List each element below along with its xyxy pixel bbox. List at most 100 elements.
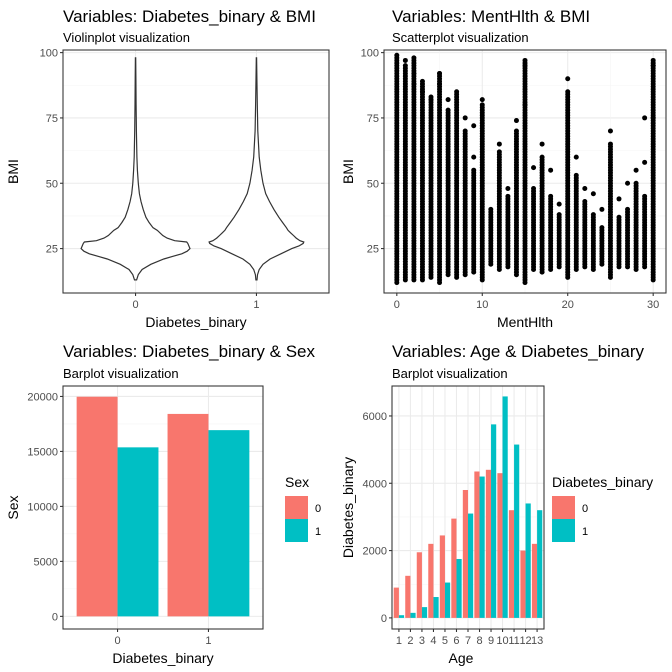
scatter-point: [479, 97, 485, 103]
violin-shape-1: [208, 57, 305, 281]
age-bar-bar-0: [520, 550, 526, 618]
violin-y-tick-label: 50: [46, 178, 58, 190]
scatter-point: [633, 167, 639, 173]
sex-bar-x-axis-title: Diabetes_binary: [112, 650, 213, 666]
age-bar-bar-1: [410, 612, 416, 618]
scatter-point: [616, 214, 622, 220]
scatter-point: [565, 76, 571, 82]
sex-bar-panel-border: [62, 385, 264, 630]
sex-legend: Sex 0 1: [285, 474, 321, 542]
violin-x-tick-label: 0: [132, 299, 138, 311]
sex-bar-axes: 0 5000 10000 15000 20000 0 1: [27, 391, 211, 647]
scatter-point: [642, 193, 648, 199]
sex-bar-legend-key-0: [285, 496, 308, 519]
age-bar-bar-0: [485, 469, 492, 618]
sex-bar-y-tick-label: 20000: [27, 391, 58, 403]
scatter-y-tick-label: 75: [367, 113, 379, 125]
scatter-point: [479, 102, 485, 108]
scatter-point: [488, 206, 494, 212]
age-bar-x-tick-label: 13: [531, 635, 543, 647]
scatter-point: [625, 180, 631, 186]
scatter-point: [419, 89, 425, 95]
age-bar-y-tick-label: 2000: [363, 546, 387, 558]
scatter-x-tick-label: 10: [476, 299, 488, 311]
age-bar-legend-key-0: [552, 496, 575, 519]
sex-bar-legend-label: 0: [315, 503, 321, 515]
scatter-point: [445, 107, 451, 113]
violin-chart-subtitle: Violinplot visualization: [63, 30, 190, 45]
scatter-point: [633, 180, 639, 186]
scatter-point: [471, 167, 477, 173]
scatter-chart: Variables: MentHlth & BMI Scatterplot vi…: [340, 7, 667, 330]
scatter-point: [573, 154, 579, 160]
scatter-point: [496, 149, 502, 155]
scatter-point: [462, 115, 468, 121]
scatter-point: [556, 201, 562, 207]
age-bar-bar-1: [456, 558, 462, 618]
scatter-point: [625, 206, 631, 212]
scatter-y-tick-label: 50: [367, 178, 379, 190]
sex-bar-chart-subtitle: Barplot visualization: [63, 366, 179, 381]
age-bar-chart-subtitle: Barplot visualization: [392, 366, 508, 381]
scatter-point: [437, 81, 443, 87]
sex-bar-chart: Variables: Diabetes_binary & Sex Barplot…: [5, 342, 321, 666]
age-bar-x-tick-label: 3: [419, 635, 425, 647]
scatter-point: [650, 63, 656, 69]
scatter-point: [650, 57, 656, 63]
age-bar-legend-label: 0: [582, 503, 588, 515]
scatter-point: [505, 193, 511, 199]
age-bar-bar-0: [439, 535, 445, 618]
age-bar-x-tick-label: 4: [430, 635, 436, 647]
age-bar-bar-1: [444, 582, 451, 618]
scatter-x-tick-label: 20: [562, 299, 574, 311]
scatter-point: [513, 128, 519, 134]
scatter-axes: 25 50 75 100 0 10 20 30: [361, 48, 660, 311]
age-bar-bar-1: [537, 510, 543, 618]
scatter-point: [642, 159, 648, 165]
violin-y-tick-label: 100: [40, 48, 58, 60]
violin-y-tick-label: 25: [46, 244, 58, 256]
violin-x-axis-title: Diabetes_binary: [145, 314, 246, 330]
sex-bar-bar-0: [167, 413, 209, 617]
scatter-x-tick-label: 0: [394, 299, 400, 311]
age-bar-bar-1: [398, 615, 405, 618]
age-bar-y-tick-label: 6000: [363, 411, 387, 423]
age-bar-bar-0: [451, 518, 457, 618]
age-bar-x-axis-title: Age: [449, 650, 474, 666]
scatter-point: [531, 165, 537, 171]
scatter-point: [522, 102, 528, 108]
age-bar-x-tick-label: 2: [407, 635, 413, 647]
sex-bar-chart-title: Variables: Diabetes_binary & Sex: [63, 342, 315, 361]
sex-bar-bar-1: [208, 430, 250, 617]
scatter-point: [599, 206, 605, 212]
age-bar-bar-0: [508, 510, 515, 618]
sex-bar-y-tick-label: 15000: [27, 446, 58, 458]
violin-panel-border: [62, 49, 330, 294]
age-bar-bar-0: [393, 587, 399, 618]
age-legend-title: Diabetes_binary: [552, 474, 653, 490]
scatter-point: [599, 225, 605, 231]
scatter-point: [582, 199, 588, 205]
violin-shape-0: [80, 57, 191, 281]
scatter-point: [616, 196, 622, 202]
scatter-y-tick-label: 25: [367, 244, 379, 256]
scatter-x-tick-label: 30: [647, 299, 659, 311]
age-bar-legend-key-1: [552, 519, 575, 542]
violin-marks: [80, 57, 305, 281]
sex-bar-x-tick-label: 0: [114, 635, 120, 647]
scatter-chart-subtitle: Scatterplot visualization: [392, 30, 529, 45]
age-bar-bar-0: [462, 489, 468, 618]
scatter-point: [539, 141, 545, 147]
scatter-point: [522, 63, 528, 69]
scatter-point: [539, 154, 545, 160]
scatter-point: [565, 89, 571, 95]
age-bar-bar-1: [468, 513, 474, 618]
scatter-point: [642, 115, 648, 121]
age-bar-x-tick-label: 6: [453, 635, 459, 647]
scatter-point: [402, 57, 408, 63]
scatter-point: [573, 172, 579, 178]
age-bar-bar-1: [502, 396, 508, 618]
violin-axes: 25 50 75 100 0 1: [40, 48, 260, 311]
